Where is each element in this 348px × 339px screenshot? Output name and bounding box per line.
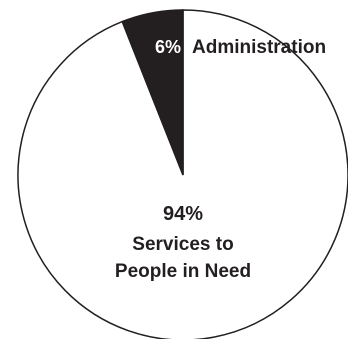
pie-slice-administration	[121, 9, 184, 176]
pie-slice-services	[17, 9, 348, 339]
slice-label-services-name-line-1: Services to	[132, 234, 233, 255]
slice-label-administration-name: Administration	[192, 37, 326, 58]
slice-label-administration-percent: 6%	[155, 37, 181, 57]
slice-label-services-name-line-2: People in Need	[115, 261, 251, 282]
slice-label-services-percent: 94%	[163, 203, 203, 225]
